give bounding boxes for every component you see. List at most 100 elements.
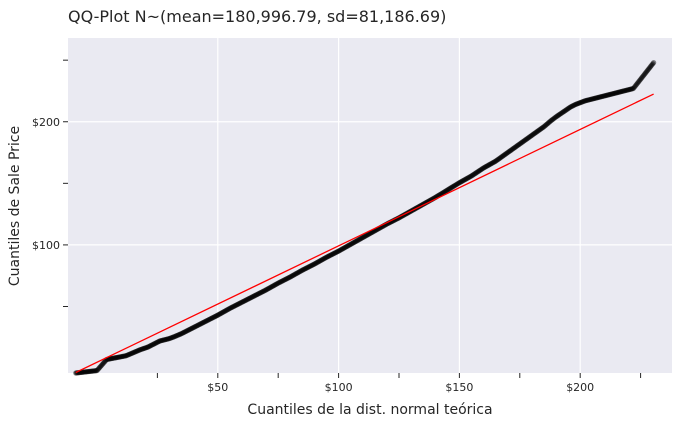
data-point bbox=[520, 139, 526, 145]
data-point bbox=[354, 238, 360, 244]
data-point bbox=[315, 259, 322, 265]
data-point bbox=[212, 313, 218, 319]
data-point bbox=[367, 230, 373, 237]
data-point bbox=[584, 97, 590, 103]
data-point bbox=[100, 360, 107, 366]
data-point bbox=[506, 148, 512, 154]
data-point bbox=[159, 337, 165, 343]
data-point bbox=[568, 103, 574, 110]
data-point bbox=[465, 175, 471, 181]
data-point bbox=[637, 77, 643, 83]
data-point bbox=[261, 288, 268, 294]
data-point bbox=[539, 125, 545, 131]
data-point bbox=[308, 263, 314, 269]
data-point bbox=[484, 163, 490, 169]
data-point bbox=[646, 66, 652, 72]
data-point bbox=[193, 323, 199, 329]
data-point bbox=[469, 172, 475, 179]
data-point bbox=[192, 324, 198, 330]
data-point bbox=[577, 100, 583, 106]
data-point bbox=[339, 246, 345, 252]
data-point bbox=[464, 176, 470, 182]
data-point bbox=[578, 99, 584, 105]
data-point bbox=[489, 160, 495, 167]
data-point bbox=[585, 97, 591, 103]
data-point bbox=[133, 348, 140, 354]
data-point bbox=[165, 336, 171, 342]
data-point bbox=[566, 105, 572, 111]
data-point bbox=[617, 89, 623, 95]
data-point bbox=[524, 136, 530, 142]
data-point bbox=[355, 237, 361, 243]
data-point bbox=[178, 331, 184, 337]
data-point bbox=[307, 263, 314, 269]
data-point bbox=[363, 233, 369, 239]
data-point bbox=[440, 189, 446, 196]
data-point bbox=[124, 352, 131, 358]
data-point bbox=[257, 290, 263, 296]
data-point bbox=[268, 284, 274, 290]
data-point bbox=[562, 108, 568, 114]
data-point bbox=[584, 97, 591, 103]
data-point bbox=[565, 106, 571, 112]
data-point bbox=[503, 151, 509, 157]
data-point bbox=[150, 341, 156, 347]
data-point bbox=[216, 312, 222, 318]
data-point bbox=[81, 369, 87, 375]
data-point bbox=[126, 351, 132, 357]
data-point bbox=[587, 96, 593, 103]
data-point bbox=[600, 93, 606, 99]
x-tick-label: $200 bbox=[566, 381, 594, 394]
data-point bbox=[607, 91, 613, 98]
data-point bbox=[174, 333, 180, 339]
data-point bbox=[98, 363, 104, 369]
x-tick-label: $100 bbox=[325, 381, 353, 394]
data-point bbox=[301, 266, 307, 272]
data-point bbox=[232, 302, 239, 309]
data-point bbox=[317, 258, 323, 264]
data-point bbox=[564, 106, 570, 112]
data-point bbox=[93, 368, 99, 374]
data-point bbox=[574, 101, 580, 107]
data-point bbox=[615, 89, 621, 95]
data-point bbox=[505, 149, 512, 155]
data-point bbox=[501, 152, 508, 158]
data-point bbox=[327, 252, 333, 259]
data-point bbox=[290, 272, 296, 279]
data-point bbox=[523, 136, 529, 142]
data-point bbox=[353, 238, 359, 244]
data-point bbox=[558, 110, 564, 117]
data-point bbox=[87, 368, 94, 374]
data-point bbox=[195, 322, 201, 328]
data-point bbox=[82, 369, 89, 375]
data-point bbox=[541, 124, 547, 130]
data-point bbox=[522, 137, 529, 143]
data-point bbox=[540, 124, 546, 130]
data-point bbox=[108, 356, 114, 362]
data-point bbox=[331, 250, 337, 257]
data-point bbox=[282, 276, 289, 282]
data-point bbox=[476, 168, 482, 174]
data-point bbox=[300, 267, 306, 273]
data-point bbox=[610, 91, 616, 97]
data-point bbox=[214, 312, 220, 319]
data-point bbox=[142, 345, 148, 351]
data-point bbox=[352, 238, 359, 245]
data-point bbox=[154, 339, 160, 345]
data-point bbox=[309, 262, 315, 268]
data-point bbox=[450, 184, 456, 190]
data-point bbox=[589, 96, 595, 102]
data-point bbox=[480, 165, 486, 172]
data-point bbox=[616, 89, 622, 95]
data-point bbox=[171, 334, 177, 340]
data-point bbox=[272, 282, 278, 288]
data-point bbox=[238, 299, 244, 306]
data-point bbox=[128, 351, 134, 357]
data-point bbox=[298, 268, 304, 274]
data-point bbox=[114, 354, 120, 361]
data-point bbox=[522, 137, 528, 144]
data-point bbox=[543, 122, 549, 128]
data-point bbox=[530, 132, 536, 138]
data-point bbox=[255, 291, 261, 297]
data-point bbox=[588, 96, 594, 102]
